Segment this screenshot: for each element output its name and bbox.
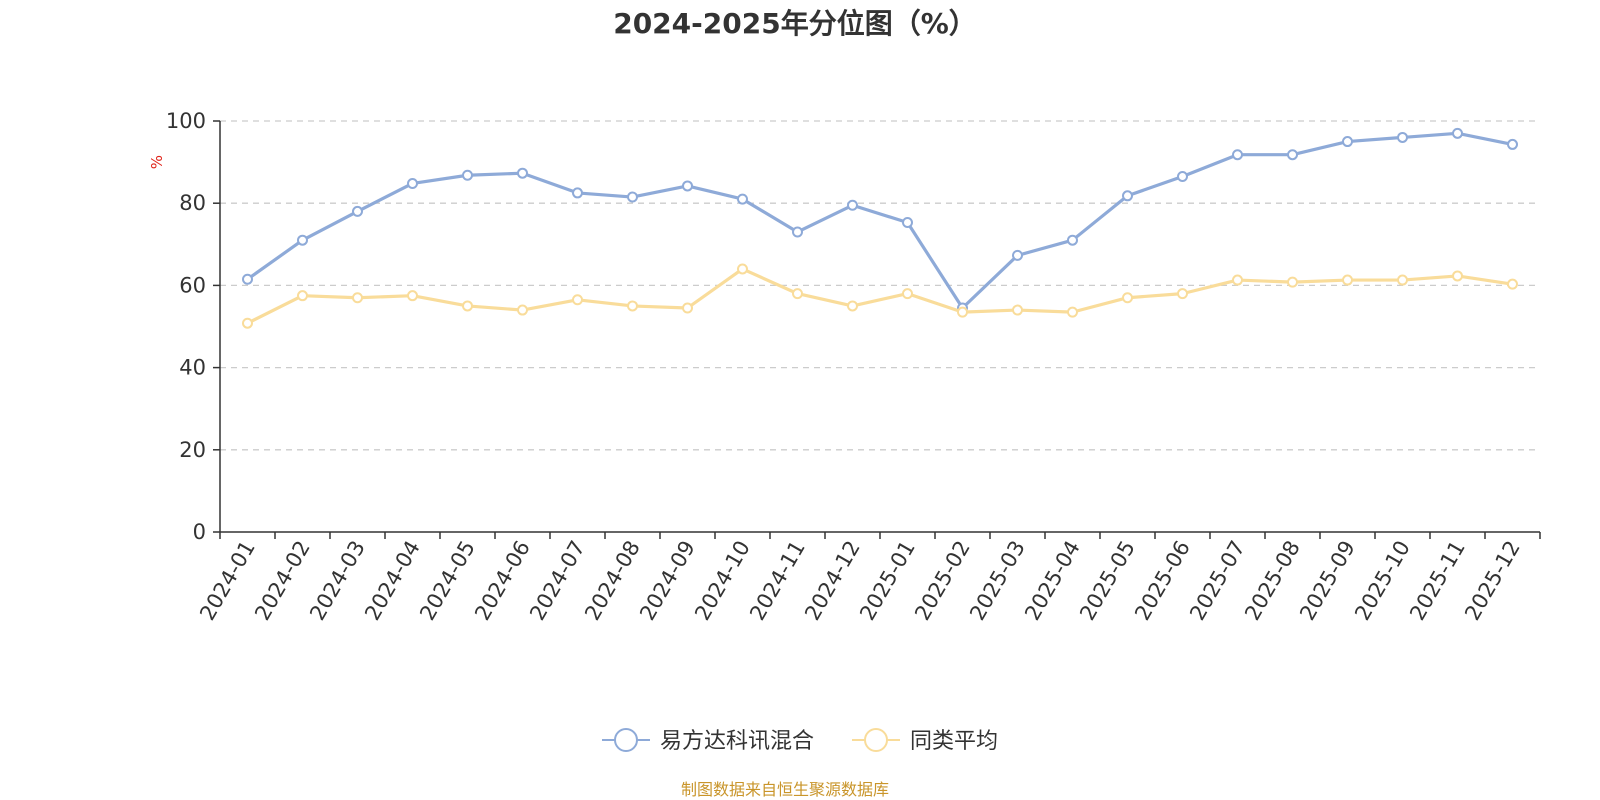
data-point[interactable] [407, 290, 418, 302]
data-point[interactable] [1122, 190, 1133, 202]
data-series [242, 127, 1518, 329]
y-tick-label: 100 [166, 109, 206, 133]
x-tick-label: 2025-12 [1460, 537, 1525, 625]
legend-label: 同类平均 [910, 729, 998, 754]
data-point[interactable] [1397, 274, 1408, 286]
data-point[interactable] [297, 234, 308, 246]
data-point[interactable] [407, 177, 418, 189]
legend-circle-icon [614, 728, 638, 752]
data-point[interactable] [517, 304, 528, 316]
y-tick-label: 0 [193, 520, 206, 544]
data-point[interactable] [847, 199, 858, 211]
y-axis-label: % [148, 155, 166, 169]
chart-title: 2024-2025年分位图（%） [613, 7, 977, 40]
legend-circle-icon [864, 728, 888, 752]
data-point[interactable] [1067, 306, 1078, 318]
data-point[interactable] [1177, 288, 1188, 300]
data-point[interactable] [572, 187, 583, 199]
legend[interactable]: 易方达科讯混合 同类平均 [602, 728, 998, 754]
series-line [246, 131, 1513, 310]
data-point[interactable] [627, 300, 638, 312]
series-2 [242, 263, 1518, 329]
data-point[interactable] [1012, 249, 1023, 261]
grid-lines [220, 120, 1540, 451]
data-point[interactable] [1232, 149, 1243, 161]
data-point[interactable] [462, 169, 473, 181]
data-point[interactable] [902, 217, 913, 229]
data-point[interactable] [737, 263, 748, 275]
x-tick-labels: 2024-012024-022024-032024-042024-052024-… [195, 537, 1525, 625]
data-point[interactable] [242, 273, 253, 285]
y-tick-label: 40 [179, 356, 206, 380]
data-point[interactable] [1012, 304, 1023, 316]
legend-item[interactable]: 同类平均 [852, 728, 998, 754]
data-point[interactable] [847, 300, 858, 312]
data-point[interactable] [1122, 292, 1133, 304]
axes [213, 120, 1541, 539]
y-tick-label: 80 [179, 191, 206, 215]
data-point[interactable] [1232, 274, 1243, 286]
data-point[interactable] [1507, 278, 1518, 290]
data-point[interactable] [627, 191, 638, 203]
series-line [246, 267, 1513, 325]
y-tick-label: 60 [179, 273, 206, 297]
y-tick-labels: 0 20 40 60 80 100 [166, 109, 206, 544]
data-point[interactable] [682, 302, 693, 314]
y-tick-label: 20 [179, 438, 206, 462]
data-point[interactable] [1452, 127, 1463, 139]
data-point[interactable] [737, 193, 748, 205]
data-point[interactable] [462, 300, 473, 312]
data-point[interactable] [572, 294, 583, 306]
data-point[interactable] [1177, 170, 1188, 182]
data-point[interactable] [1397, 131, 1408, 143]
legend-label: 易方达科讯混合 [660, 729, 814, 754]
data-point[interactable] [242, 317, 253, 329]
data-point[interactable] [1287, 276, 1298, 288]
data-point[interactable] [957, 306, 968, 318]
data-point[interactable] [1287, 149, 1298, 161]
data-point[interactable] [1067, 234, 1078, 246]
data-point[interactable] [352, 292, 363, 304]
data-point[interactable] [1342, 136, 1353, 148]
data-point[interactable] [792, 288, 803, 300]
data-point[interactable] [297, 290, 308, 302]
data-point[interactable] [1342, 274, 1353, 286]
data-point[interactable] [792, 226, 803, 238]
source-note: 制图数据来自恒生聚源数据库 [681, 780, 889, 799]
legend-item[interactable]: 易方达科讯混合 [602, 728, 814, 754]
data-point[interactable] [352, 205, 363, 217]
data-point[interactable] [1507, 138, 1518, 150]
data-point[interactable] [682, 180, 693, 192]
data-point[interactable] [902, 288, 913, 300]
data-point[interactable] [517, 167, 528, 179]
data-point[interactable] [1452, 270, 1463, 282]
